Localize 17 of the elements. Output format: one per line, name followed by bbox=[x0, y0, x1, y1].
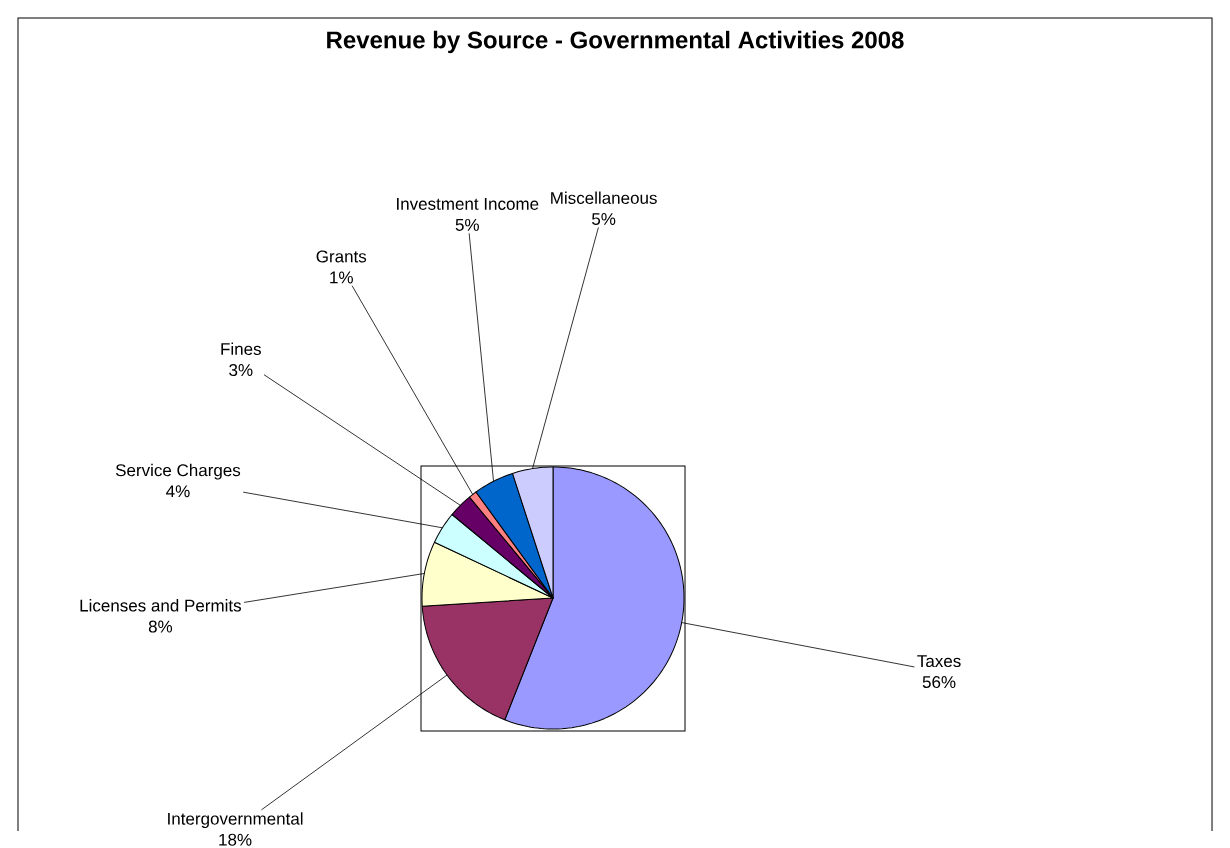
data-label: 4% bbox=[166, 485, 190, 498]
slice-label: Grants bbox=[316, 250, 367, 263]
data-label: 56% bbox=[922, 676, 956, 689]
slice-label: Intergovernmental bbox=[168, 812, 303, 829]
slice-label: Licenses and Permits bbox=[80, 599, 241, 612]
slice-label: Service Charges bbox=[115, 463, 241, 480]
data-label: 5% bbox=[592, 213, 616, 226]
chart-title: Revenue by Source - Governmental Activities 2008 bbox=[327, 30, 904, 54]
data-label: 8% bbox=[148, 620, 173, 633]
slice-label: Fines bbox=[221, 342, 261, 356]
data-label: 5% bbox=[455, 219, 479, 231]
slice-label: Taxes bbox=[917, 655, 961, 668]
slice-label: Miscellaneous bbox=[551, 191, 657, 205]
data-label: 3% bbox=[229, 364, 253, 377]
slice-label: Investment Income bbox=[397, 198, 539, 210]
data-label: 18% bbox=[219, 833, 252, 846]
data-label: 1% bbox=[330, 271, 353, 284]
